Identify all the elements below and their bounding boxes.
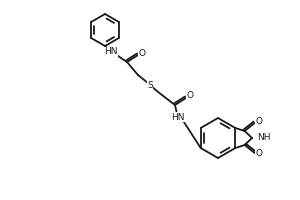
Text: S: S: [147, 80, 153, 90]
Text: O: O: [255, 117, 262, 127]
Text: O: O: [187, 92, 194, 100]
Text: NH: NH: [257, 134, 271, 142]
Text: O: O: [255, 150, 262, 158]
Text: O: O: [139, 48, 145, 58]
Text: HN: HN: [171, 112, 185, 121]
Text: HN: HN: [104, 47, 118, 56]
